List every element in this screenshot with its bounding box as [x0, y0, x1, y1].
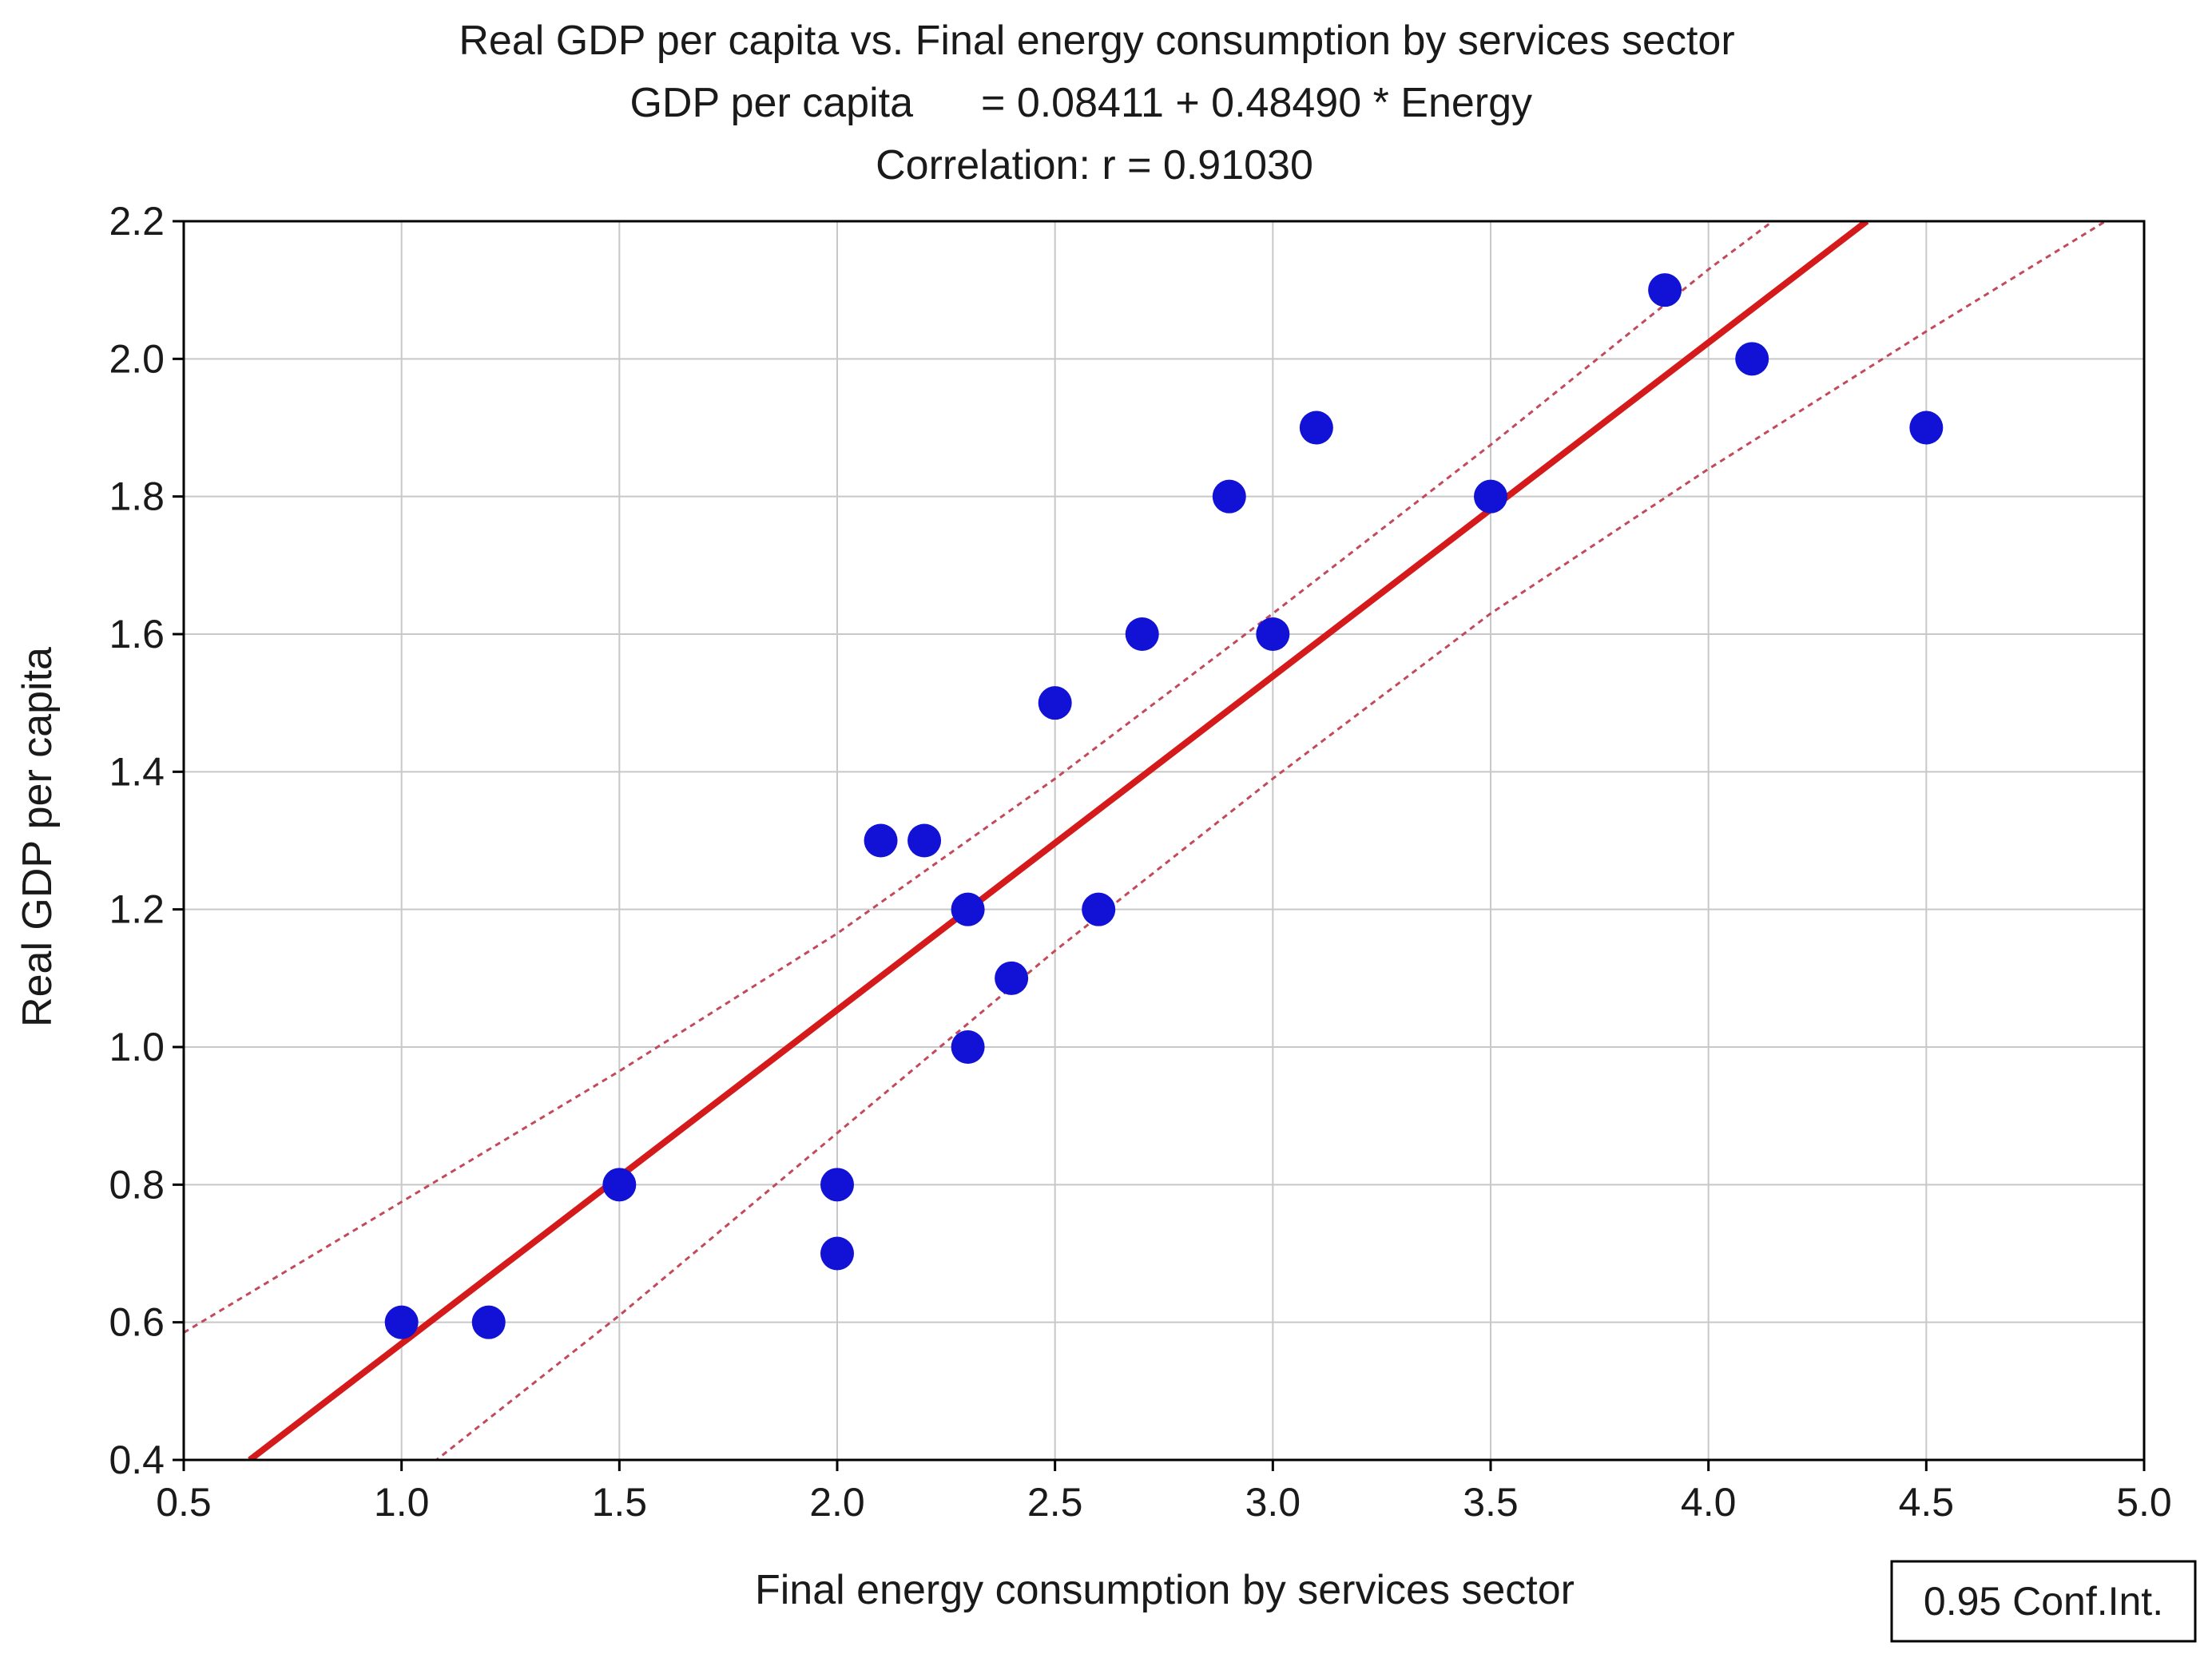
data-point — [384, 1305, 419, 1339]
y-tick-label: 1.0 — [109, 1025, 165, 1069]
data-point — [1474, 479, 1507, 514]
data-point — [471, 1305, 506, 1339]
data-point — [995, 961, 1029, 995]
correlation-label: Correlation: r = 0.91030 — [876, 142, 1313, 188]
x-axis-label: Final energy consumption by services sec… — [755, 1567, 1575, 1613]
confidence-band — [184, 221, 2108, 1460]
data-point — [1735, 342, 1769, 376]
plot-border — [182, 220, 2146, 1462]
regression-equation-lhs: GDP per capita — [629, 80, 913, 126]
data-point — [951, 1030, 985, 1064]
data-point — [1909, 411, 1944, 445]
conf-band-upper — [184, 221, 1775, 1334]
y-tick-label: 2.0 — [109, 336, 165, 381]
y-axis-label: Real GDP per capita — [14, 647, 61, 1027]
fit-line — [248, 221, 1869, 1460]
chart-title: Real GDP per capita vs. Final energy con… — [459, 18, 1734, 64]
data-point — [907, 823, 942, 858]
data-point — [1299, 411, 1333, 445]
data-point — [1212, 479, 1246, 514]
regression-equation-rhs: = 0.08411 + 0.48490 * Energy — [981, 80, 1532, 126]
data-point — [602, 1168, 637, 1202]
y-tick-label: 0.4 — [109, 1438, 165, 1482]
grid-lines — [183, 220, 2145, 1461]
x-tick-label: 3.0 — [1245, 1480, 1301, 1525]
y-tick-labels: 0.4 0.6 0.8 1.0 1.2 1.4 1.6 1.8 2.0 2.2 — [109, 199, 165, 1482]
data-point — [951, 892, 985, 926]
data-point — [864, 823, 898, 858]
x-tick-label: 4.0 — [1681, 1480, 1737, 1525]
x-tick-label: 2.0 — [809, 1480, 865, 1525]
y-tick-label: 1.4 — [109, 749, 165, 794]
legend-label: 0.95 Conf.Int. — [1924, 1579, 2163, 1624]
plot-frame — [173, 220, 2146, 1471]
regression-line — [248, 221, 1869, 1460]
y-tick-label: 0.6 — [109, 1300, 165, 1345]
data-point — [1125, 617, 1159, 651]
data-point — [820, 1168, 854, 1202]
y-tick-label: 1.2 — [109, 887, 165, 932]
y-tick-label: 1.8 — [109, 474, 165, 519]
conf-band-lower — [434, 221, 2108, 1460]
data-point — [1082, 892, 1116, 926]
data-points — [384, 273, 1944, 1339]
x-tick-label: 5.0 — [2116, 1480, 2172, 1525]
data-point — [1256, 617, 1290, 651]
x-tick-label: 4.5 — [1899, 1480, 1955, 1525]
x-tick-label: 3.5 — [1463, 1480, 1519, 1525]
data-point — [1648, 273, 1682, 307]
x-tick-label: 2.5 — [1027, 1480, 1083, 1525]
data-point — [1038, 686, 1072, 720]
x-tick-label: 1.0 — [374, 1480, 430, 1525]
y-tick-label: 2.2 — [109, 199, 165, 244]
y-tick-label: 1.6 — [109, 612, 165, 656]
x-tick-label: 1.5 — [592, 1480, 648, 1525]
y-tick-label: 0.8 — [109, 1162, 165, 1207]
x-tick-labels: 0.5 1.0 1.5 2.0 2.5 3.0 3.5 4.0 4.5 5.0 — [156, 1480, 2172, 1525]
data-point — [820, 1236, 854, 1271]
x-tick-label: 0.5 — [156, 1480, 212, 1525]
legend-box: 0.95 Conf.Int. — [1890, 1560, 2197, 1643]
